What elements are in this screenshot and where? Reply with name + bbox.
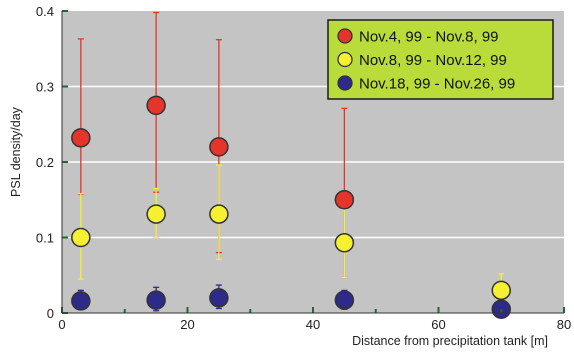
data-point [146, 204, 166, 224]
legend-marker [337, 75, 353, 91]
legend: Nov.4, 99 - Nov.8, 99 Nov.8, 99 - Nov.12,… [327, 19, 554, 100]
data-point [71, 227, 91, 248]
y-tick-label: 0.1 [36, 231, 54, 246]
data-point [209, 204, 229, 224]
data-markers [71, 95, 511, 319]
x-tick-label: 60 [431, 317, 445, 332]
legend-marker [337, 28, 353, 44]
data-point [71, 291, 91, 311]
legend-label: Nov.8, 99 - Nov.12, 99 [359, 52, 507, 69]
legend-box [327, 19, 554, 100]
data-point [209, 288, 229, 308]
x-tick-label: 80 [557, 317, 571, 332]
data-point [146, 290, 166, 310]
tick-labels: 0 0.1 0.2 0.3 0.4 0 20 40 60 80 [36, 4, 571, 332]
x-tick-label: 20 [180, 317, 194, 332]
y-tick-label: 0 [47, 306, 54, 321]
x-tick-label: 0 [58, 317, 65, 332]
y-tick-label: 0.4 [36, 4, 54, 19]
data-point [491, 280, 511, 301]
data-point [146, 95, 166, 116]
x-tick-label: 40 [306, 317, 320, 332]
data-point [71, 128, 91, 148]
legend-label: Nov.18, 99 - Nov.26, 99 [359, 76, 515, 93]
legend-label: Nov.4, 99 - Nov.8, 99 [359, 29, 499, 46]
y-tick-label: 0.3 [36, 80, 54, 95]
data-point [334, 290, 355, 310]
data-point [334, 233, 355, 253]
axes [61, 10, 565, 314]
x-axis-label: Distance from precipitation tank [m] [352, 334, 548, 348]
y-axis-label: PSL density/day [9, 106, 23, 197]
y-tick-label: 0.2 [36, 155, 54, 170]
data-point [209, 137, 229, 157]
legend-marker [337, 51, 353, 68]
data-point [334, 190, 355, 210]
